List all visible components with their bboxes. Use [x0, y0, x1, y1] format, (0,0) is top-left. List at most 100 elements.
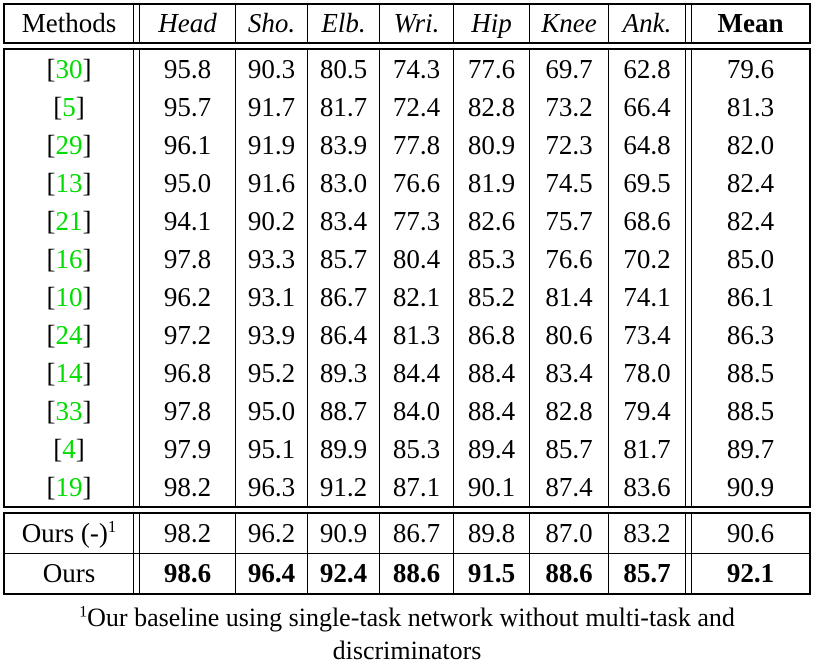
method-citation[interactable]: [4]	[5, 430, 133, 468]
score-cell: 93.1	[235, 278, 307, 316]
method-citation[interactable]: [16]	[5, 240, 133, 278]
table-row: [29] 96.1 91.9 83.9 77.8 80.9 72.3 64.8 82.0	[5, 126, 809, 164]
method-citation[interactable]: [33]	[5, 392, 133, 430]
double-vertical-rule	[133, 126, 140, 164]
double-vertical-rule	[685, 88, 692, 126]
table-row: [16] 97.8 93.3 85.7 80.4 85.3 76.6 70.2 85.0	[5, 240, 809, 278]
citation-number: 4	[62, 434, 76, 464]
double-vertical-rule	[133, 468, 140, 506]
double-vertical-rule	[133, 430, 140, 468]
score-cell: 90.2	[235, 202, 307, 240]
score-cell: 64.8	[608, 126, 685, 164]
table-row: Ours 98.6 96.4 92.4 88.6 91.5 88.6 85.7 92.1	[5, 554, 809, 593]
table-row: [30] 95.8 90.3 80.5 74.3 77.6 69.7 62.8 79.6	[5, 50, 809, 88]
bracket-open: [	[46, 396, 56, 426]
bracket-close: ]	[82, 206, 92, 236]
score-cell: 72.4	[379, 88, 453, 126]
score-cell: 96.1	[163, 130, 212, 160]
method-citation[interactable]: [24]	[5, 316, 133, 354]
col-header-joint: Knee	[529, 5, 608, 42]
bracket-close: ]	[82, 244, 92, 274]
score-cell: 91.6	[235, 164, 307, 202]
citation-number: 30	[55, 54, 83, 84]
double-vertical-rule	[685, 164, 692, 202]
score-cell: 85.3	[379, 430, 453, 468]
bracket-open: [	[46, 130, 56, 160]
score-cell: 86.7	[379, 514, 453, 553]
score-cell: 88.4	[453, 354, 529, 392]
score-cell: 94.1	[163, 206, 212, 236]
mean-cell: 89.7	[726, 434, 775, 464]
method-citation[interactable]: [5]	[5, 88, 133, 126]
score-cell: 95.7	[163, 92, 212, 122]
col-header-joint: Head	[158, 8, 217, 38]
citation-number: 14	[55, 358, 83, 388]
method-label: Ours	[5, 554, 133, 593]
score-cell: 90.3	[235, 50, 307, 88]
score-cell: 87.0	[529, 514, 608, 553]
double-vertical-rule	[685, 316, 692, 354]
score-cell: 85.7	[307, 240, 379, 278]
bracket-close: ]	[82, 396, 92, 426]
citation-number: 16	[55, 244, 83, 274]
bracket-open: [	[46, 472, 56, 502]
score-cell: 62.8	[608, 50, 685, 88]
footnote-marker: 1	[79, 603, 88, 621]
mean-cell: 85.0	[726, 244, 775, 274]
score-cell: 81.7	[608, 430, 685, 468]
double-vertical-rule	[133, 278, 140, 316]
footnote-text: Our baseline using single-task network w…	[87, 603, 735, 665]
score-cell: 98.2	[163, 518, 212, 548]
score-cell: 80.4	[379, 240, 453, 278]
score-cell: 75.7	[529, 202, 608, 240]
score-cell: 83.4	[529, 354, 608, 392]
double-vertical-rule	[133, 202, 140, 240]
method-citation[interactable]: [29]	[5, 126, 133, 164]
mean-cell: 90.9	[726, 472, 775, 502]
score-cell: 83.4	[307, 202, 379, 240]
citation-number: 5	[62, 92, 76, 122]
bracket-open: [	[46, 282, 56, 312]
citation-number: 33	[55, 396, 83, 426]
score-cell: 79.4	[608, 392, 685, 430]
score-cell: 83.6	[608, 468, 685, 506]
bracket-close: ]	[82, 168, 92, 198]
table-row: [10] 96.2 93.1 86.7 82.1 85.2 81.4 74.1 86.1	[5, 278, 809, 316]
double-vertical-rule	[133, 354, 140, 392]
table-header-section: Methods Head Sho. Elb. Wri. Hip Knee Ank. Mean	[3, 3, 811, 44]
score-cell: 87.4	[529, 468, 608, 506]
score-cell: 85.7	[529, 430, 608, 468]
method-citation[interactable]: [13]	[5, 164, 133, 202]
method-citation[interactable]: [19]	[5, 468, 133, 506]
score-cell: 96.4	[235, 554, 307, 593]
score-cell: 73.2	[529, 88, 608, 126]
score-cell: 92.4	[307, 554, 379, 593]
col-header-joint: Ank.	[608, 5, 685, 42]
double-vertical-rule	[685, 468, 692, 506]
bracket-close: ]	[82, 282, 92, 312]
method-citation[interactable]: [30]	[5, 50, 133, 88]
mean-cell: 82.4	[726, 168, 775, 198]
score-cell: 96.8	[163, 358, 212, 388]
bracket-close: ]	[82, 54, 92, 84]
table-row: [5] 95.7 91.7 81.7 72.4 82.8 73.2 66.4 81.3	[5, 88, 809, 126]
method-citation[interactable]: [14]	[5, 354, 133, 392]
double-vertical-rule	[133, 240, 140, 278]
bracket-close: ]	[75, 92, 85, 122]
score-cell: 91.5	[453, 554, 529, 593]
score-cell: 89.9	[307, 430, 379, 468]
method-citation[interactable]: [21]	[5, 202, 133, 240]
double-vertical-rule	[685, 240, 692, 278]
score-cell: 95.0	[163, 168, 212, 198]
score-cell: 73.4	[608, 316, 685, 354]
bracket-open: [	[46, 206, 56, 236]
method-citation[interactable]: [10]	[5, 278, 133, 316]
score-cell: 83.0	[307, 164, 379, 202]
double-vertical-rule	[133, 554, 140, 593]
score-cell: 77.3	[379, 202, 453, 240]
double-vertical-rule	[685, 392, 692, 430]
method-label-text: Ours (-)	[21, 518, 108, 548]
score-cell: 97.9	[163, 434, 212, 464]
col-header-methods: Methods	[21, 8, 117, 38]
